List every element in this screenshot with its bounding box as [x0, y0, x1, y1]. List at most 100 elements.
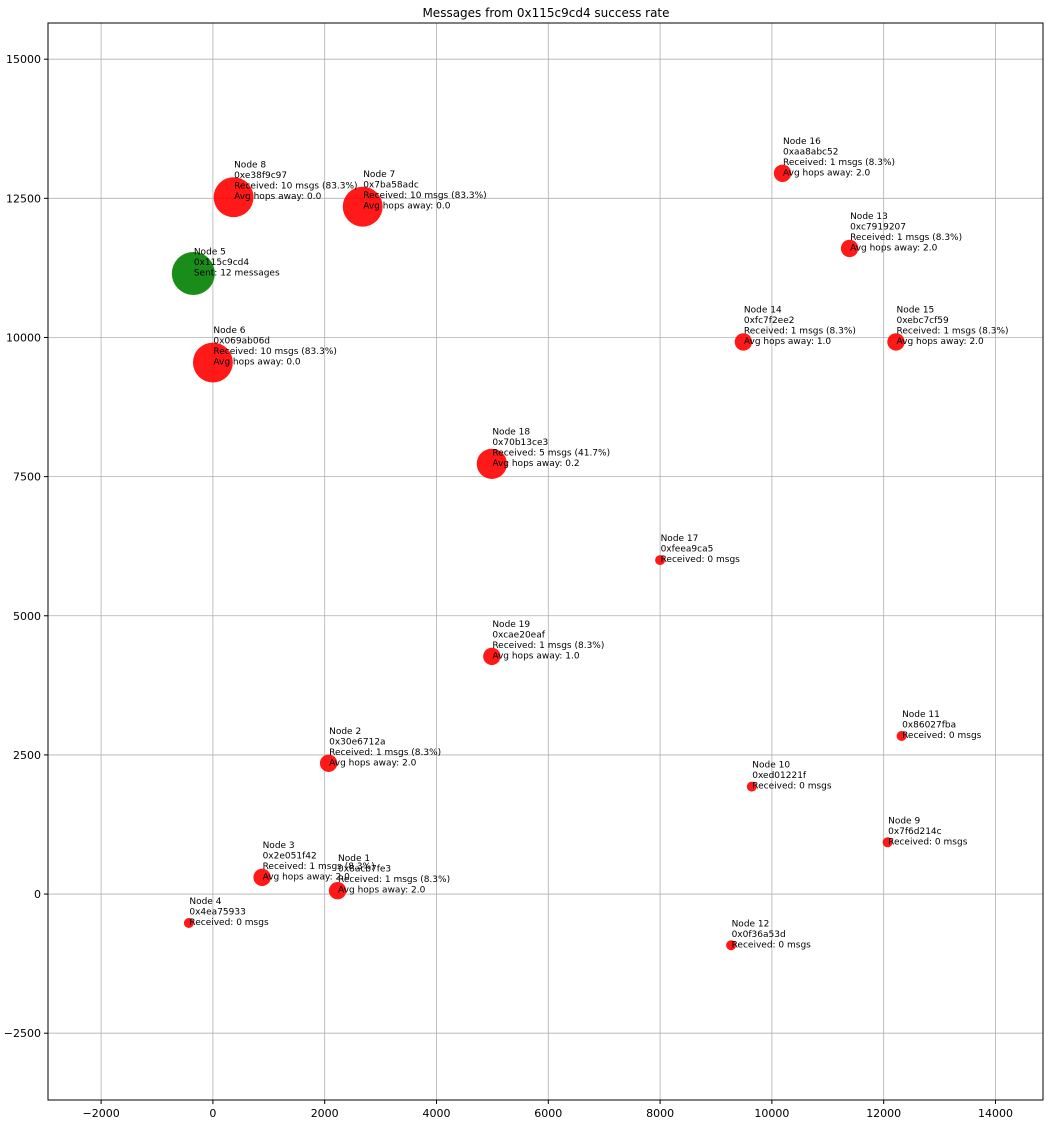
node-annotation-line: 0x30e6712a — [329, 737, 385, 747]
node-annotation-line: 0x70b13ce3 — [492, 438, 548, 448]
chart-title: Messages from 0x115c9cd4 success rate — [422, 6, 669, 20]
node-annotation-line: Avg hops away: 2.0 — [783, 168, 871, 178]
node-annotation-line: 0x7ba58adc — [363, 181, 419, 191]
node-annotation-line: Node 5 — [194, 247, 226, 257]
node-annotation-line: Node 12 — [732, 919, 770, 929]
node-annotation-line: 0x0f36a53d — [732, 930, 786, 940]
node-annotation-line: 0x4ea75933 — [189, 908, 245, 918]
y-tick-label: 0 — [34, 888, 41, 901]
node-annotation-line: Received: 1 msgs (8.3%) — [338, 875, 450, 885]
node-annotation-line: 0x7f6d214c — [888, 827, 942, 837]
node-annotation-line: 0x86027fba — [902, 720, 956, 730]
node-annotation-line: Node 14 — [744, 305, 782, 315]
node-annotation-line: Node 15 — [896, 305, 934, 315]
node-marker-node-4 — [183, 918, 194, 929]
node-annotation-line: Received: 1 msgs (8.3%) — [896, 326, 1008, 336]
node-annotation-line: 0x2e051f42 — [263, 851, 317, 861]
node-annotation-line: Avg hops away: 2.0 — [338, 886, 426, 896]
node-annotation-line: 0x069ab06d — [213, 337, 270, 347]
node-marker-node-2 — [319, 754, 338, 772]
node-annotation-line: Node 6 — [213, 326, 245, 336]
node-annotation-line: Received: 1 msgs (8.3%) — [492, 641, 604, 651]
node-annotation-line: Node 11 — [902, 710, 940, 720]
node-annotation-line: Node 13 — [850, 212, 888, 222]
node-marker-node-10 — [746, 781, 757, 792]
node-marker-node-7 — [342, 186, 383, 227]
node-marker-node-8 — [213, 177, 254, 218]
node-annotation-line: 0xc7919207 — [850, 222, 906, 232]
node-annotation-line: Received: 0 msgs — [732, 940, 812, 950]
axes-frame — [47, 22, 1044, 1101]
node-marker-node-5 — [171, 251, 215, 295]
node-annotation-line: Node 8 — [234, 161, 266, 171]
node-annotation-line: Avg hops away: 1.0 — [744, 337, 832, 347]
node-marker-node-12 — [726, 940, 737, 951]
node-annotation-line: 0xcae20eaf — [492, 630, 545, 640]
node-annotation-line: Received: 0 msgs — [902, 731, 982, 741]
node-annotation-line: Received: 0 msgs — [189, 918, 269, 928]
x-tick-label: 2000 — [311, 1107, 339, 1120]
node-annotation-line: Avg hops away: 2.0 — [329, 758, 417, 768]
node-marker-node-18 — [476, 448, 507, 479]
node-annotation-line: Received: 1 msgs (8.3%) — [329, 748, 441, 758]
node-annotation-line: Received: 1 msgs (8.3%) — [783, 158, 895, 168]
node-marker-node-9 — [882, 837, 893, 848]
node-annotation-line: Received: 10 msgs (83.3%) — [213, 347, 336, 357]
x-tick-label: 6000 — [534, 1107, 562, 1120]
node-annotation-line: Avg hops away: 0.0 — [213, 358, 301, 368]
node-annotation-line: Avg hops away: 0.2 — [492, 459, 579, 469]
node-annotation-line: Node 18 — [492, 427, 530, 437]
node-annotation-line: Node 9 — [888, 816, 920, 826]
node-marker-node-16 — [773, 164, 792, 182]
x-tick-label: 0 — [209, 1107, 216, 1120]
y-tick-label: 7500 — [13, 471, 41, 484]
node-annotation-line: Received: 1 msgs (8.3%) — [263, 862, 375, 872]
node-annotation-line: Avg hops away: 2.0 — [850, 243, 938, 253]
y-tick-label: 12500 — [6, 192, 41, 205]
node-marker-node-3 — [253, 868, 271, 887]
node-marker-node-17 — [655, 555, 666, 566]
node-annotation-line: 0xe38f9c97 — [234, 171, 287, 181]
y-tick-label: 10000 — [6, 331, 41, 344]
node-marker-node-15 — [887, 333, 905, 351]
node-annotation-line: Node 4 — [189, 897, 221, 907]
node-annotation-line: 0xaa8abc52 — [783, 147, 838, 157]
node-annotation-line: Received: 0 msgs — [752, 782, 832, 792]
node-annotation-line: Node 16 — [783, 137, 821, 147]
node-marker-node-6 — [192, 342, 233, 383]
node-annotation-line: Avg hops away: 1.0 — [492, 651, 580, 661]
node-marker-node-11 — [896, 730, 907, 741]
x-tick-label: 4000 — [422, 1107, 450, 1120]
y-tick-label: 2500 — [13, 749, 41, 762]
y-tick-label: −2500 — [4, 1027, 41, 1040]
x-tick-label: 12000 — [866, 1107, 901, 1120]
node-annotation-line: 0xfeea9ca5 — [661, 545, 714, 555]
node-annotation-line: Received: 1 msgs (8.3%) — [744, 326, 856, 336]
y-tick-label: 5000 — [13, 610, 41, 623]
node-annotation-line: 0xfc7f2ee2 — [744, 316, 795, 326]
node-annotation-line: Node 3 — [263, 841, 295, 851]
node-annotation-line: 0xed01221f — [752, 771, 807, 781]
node-marker-node-14 — [734, 333, 753, 351]
node-annotation-line: Avg hops away: 0.0 — [234, 192, 322, 202]
node-annotation-line: Received: 0 msgs — [661, 555, 741, 565]
node-marker-node-13 — [840, 239, 859, 258]
node-annotation-line: Node 1 — [338, 854, 370, 864]
node-annotation-line: Received: 1 msgs (8.3%) — [850, 233, 962, 243]
node-annotation-line: Received: 10 msgs (83.3%) — [234, 182, 358, 192]
node-annotation-line: 0x115c9cd4 — [194, 258, 250, 268]
node-annotation-line: Node 10 — [752, 761, 790, 771]
node-annotation-line: Avg hops away: 2.0 — [263, 872, 351, 882]
node-annotation-line: Avg hops away: 2.0 — [896, 337, 984, 347]
node-marker-node-1 — [328, 882, 347, 900]
node-annotation-line: Node 7 — [363, 170, 395, 180]
node-annotation-line: Sent: 12 messages — [194, 268, 280, 278]
node-annotation-line: Node 19 — [492, 620, 530, 630]
node-annotation-line: 0x8acb7fe3 — [338, 865, 391, 875]
node-marker-node-19 — [483, 647, 501, 666]
x-tick-label: 14000 — [978, 1107, 1013, 1120]
y-tick-label: 15000 — [6, 53, 41, 66]
